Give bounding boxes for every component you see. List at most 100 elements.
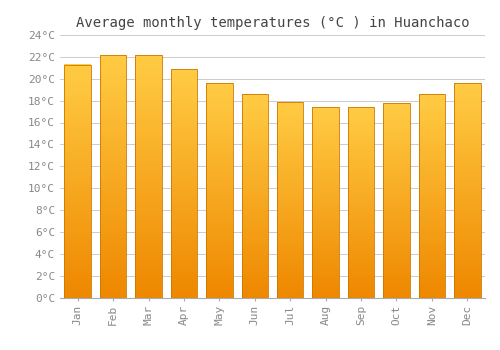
Bar [454,265,480,268]
Bar [64,216,91,219]
Bar [348,209,374,212]
Bar [454,214,480,217]
Bar [206,268,233,271]
Bar [418,272,445,275]
Bar [312,197,339,200]
Bar [383,280,409,283]
Bar [277,168,303,170]
Bar [64,289,91,292]
Bar [312,128,339,131]
Bar [136,121,162,125]
Bar [242,267,268,270]
Bar [383,249,409,251]
Bar [242,160,268,163]
Bar [206,128,233,131]
Bar [64,277,91,280]
Bar [136,85,162,88]
Bar [312,217,339,219]
Bar [418,188,445,191]
Bar [242,252,268,254]
Bar [206,220,233,223]
Bar [312,257,339,259]
Bar [383,117,409,120]
Bar [312,145,339,148]
Bar [136,294,162,297]
Bar [348,219,374,222]
Bar [454,287,480,289]
Bar [454,193,480,196]
Bar [277,217,303,219]
Bar [206,246,233,249]
Bar [418,236,445,239]
Bar [383,251,409,254]
Bar [170,215,197,217]
Bar [454,158,480,161]
Bar [206,265,233,268]
Bar [348,274,374,276]
Bar [454,180,480,182]
Bar [206,241,233,244]
Bar [64,236,91,239]
Bar [418,211,445,213]
Bar [418,107,445,109]
Bar [277,212,303,214]
Bar [454,204,480,206]
Bar [242,153,268,155]
Bar [348,231,374,233]
Bar [100,142,126,146]
Bar [136,218,162,222]
Bar [348,128,374,131]
Bar [312,164,339,167]
Bar [206,161,233,163]
Bar [170,254,197,258]
Bar [136,240,162,243]
Bar [206,166,233,169]
Bar [64,178,91,181]
Bar [383,134,409,137]
Bar [383,127,409,130]
Bar [383,203,409,205]
Bar [348,262,374,264]
Bar [136,225,162,228]
Bar [170,129,197,132]
Bar [170,295,197,298]
Bar [242,191,268,193]
Bar [100,249,126,252]
Bar [277,271,303,273]
Bar [64,85,91,88]
Bar [418,224,445,226]
Bar [170,134,197,138]
Bar [312,190,339,193]
Bar [312,167,339,169]
Bar [418,290,445,292]
Bar [348,257,374,259]
Bar [454,174,480,177]
Bar [454,172,480,174]
Bar [312,266,339,269]
Bar [100,264,126,267]
Bar [242,173,268,175]
Bar [136,106,162,109]
Bar [136,212,162,216]
Bar [348,271,374,274]
Bar [206,257,233,260]
Bar [348,159,374,162]
Bar [206,252,233,255]
Bar [312,269,339,271]
Bar [348,286,374,288]
Bar [277,148,303,150]
Bar [242,119,268,122]
Bar [206,83,233,298]
Bar [312,126,339,128]
Bar [170,69,197,298]
Bar [206,206,233,209]
Bar [418,196,445,198]
Bar [100,133,126,136]
Bar [277,146,303,148]
Bar [454,91,480,94]
Bar [383,122,409,125]
Bar [454,252,480,255]
Bar [136,182,162,185]
Bar [136,173,162,176]
Bar [206,153,233,155]
